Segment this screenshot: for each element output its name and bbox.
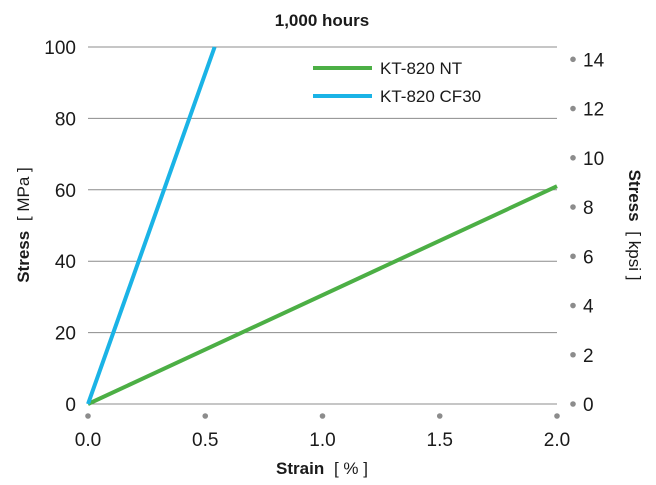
right-axis-title-main: Stress: [625, 170, 644, 222]
x-axis-title-unit: [ % ]: [334, 459, 368, 478]
right-tick-label: 12: [583, 100, 604, 121]
series-line: [86, 46, 217, 405]
right-tick-dot: [570, 56, 576, 63]
x-tick-label: 0.0: [75, 430, 101, 451]
x-tick-dot: [554, 413, 560, 419]
x-tick-dot: [202, 413, 209, 419]
x-tick-dot: [85, 413, 91, 419]
y-axis-title-main: Stress: [14, 231, 33, 283]
right-axis-title: Stress [ kpsi ]: [625, 170, 644, 281]
gridlines: [88, 46, 557, 405]
right-tick-dot: [570, 401, 576, 407]
legend: KT-820 NT KT-820 CF30: [313, 59, 481, 106]
y-tick-label: 40: [55, 252, 76, 273]
legend-label: KT-820 CF30: [380, 87, 481, 106]
right-tick-dot: [570, 253, 576, 260]
y-tick-label: 100: [44, 38, 76, 59]
x-tick-dot: [436, 413, 443, 419]
right-tick-label: 4: [583, 297, 594, 318]
x-tick-label: 1.0: [309, 430, 335, 451]
x-axis-title: Strain [ % ]: [276, 459, 368, 478]
right-tick-label: 14: [583, 50, 605, 71]
legend-label: KT-820 NT: [380, 59, 462, 78]
right-tick-dot: [570, 351, 576, 358]
x-tick-label: 2.0: [544, 430, 570, 451]
right-tick-label: 0: [583, 395, 594, 416]
right-tick-label: 10: [583, 149, 604, 170]
y-tick-label: 60: [55, 181, 76, 202]
right-tick-dot: [570, 105, 576, 112]
y-tick-label: 20: [55, 324, 76, 345]
right-tick-dot: [570, 302, 576, 309]
y-axis-title-unit: [ MPa ]: [14, 167, 33, 221]
chart-title: 1,000 hours: [275, 11, 370, 30]
series-line: [87, 184, 558, 406]
y-tick-label: 80: [55, 109, 76, 130]
right-tick-label: 6: [583, 247, 594, 268]
y-axis-title: Stress [ MPa ]: [14, 167, 33, 283]
y-axis-ticks: 0 20 40 60 80 100: [44, 38, 76, 416]
y-tick-label: 0: [65, 395, 76, 416]
right-axis-ticks: 0 2 4 6 8 10 12 14: [570, 50, 605, 416]
x-tick-label: 0.5: [192, 430, 218, 451]
right-tick-label: 8: [583, 198, 594, 219]
x-tick-dot: [319, 413, 326, 419]
right-axis-title-unit: [ kpsi ]: [625, 231, 644, 280]
series-lines: [86, 46, 558, 406]
x-axis-ticks: 0.0 0.5 1.0 1.5 2.0: [75, 413, 570, 451]
x-tick-label: 1.5: [427, 430, 453, 451]
right-tick-dot: [570, 154, 576, 161]
right-tick-label: 2: [583, 346, 594, 367]
x-axis-title-main: Strain: [276, 459, 324, 478]
right-tick-dot: [570, 204, 576, 210]
